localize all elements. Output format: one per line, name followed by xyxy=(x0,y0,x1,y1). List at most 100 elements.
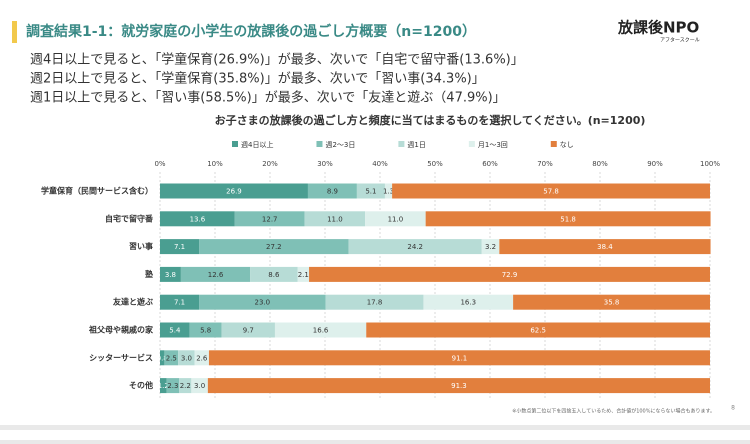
y-tick-label: 学童保育（民間サービス含む） xyxy=(41,186,153,196)
bar-segment xyxy=(179,378,192,394)
bar-segment xyxy=(366,322,710,338)
data-label: 1.3 xyxy=(383,188,394,196)
bar-segment xyxy=(325,294,424,310)
x-tick-label: 100% xyxy=(700,160,720,168)
y-tick-label: その他 xyxy=(129,380,153,390)
bar-segment xyxy=(307,183,357,199)
data-label: 5.1 xyxy=(365,188,376,196)
y-tick-label: 自宅で留守番 xyxy=(105,213,154,223)
data-label: 3.0 xyxy=(181,354,192,362)
bar-segment xyxy=(160,378,167,394)
legend-swatch xyxy=(232,141,238,147)
footnote: ※小数点第二位以下を四捨五入しているため、合計値が100%にならない場合もありま… xyxy=(512,408,715,415)
logo: 放課後NPO xyxy=(617,19,699,37)
bar-segment xyxy=(180,266,251,282)
y-tick-label: シッターサービス xyxy=(89,352,153,362)
data-label: 7.1 xyxy=(174,299,185,307)
page-number: 8 xyxy=(731,405,735,412)
data-label: 2.1 xyxy=(298,271,309,279)
data-label: 2.2 xyxy=(180,382,191,390)
data-label: 8.6 xyxy=(268,271,280,279)
bar-segment xyxy=(513,294,710,310)
legend-swatch xyxy=(468,141,475,147)
data-label: 3.2 xyxy=(485,243,496,251)
data-label: 27.2 xyxy=(266,243,282,251)
bar-segment xyxy=(208,350,710,366)
bar-segment xyxy=(160,294,200,310)
x-tick-label: 80% xyxy=(592,160,608,168)
x-tick-label: 70% xyxy=(537,160,553,168)
bar-segment xyxy=(304,211,366,227)
bar-segment xyxy=(199,239,349,255)
legend-swatch xyxy=(316,141,323,147)
data-label: 5.8 xyxy=(200,327,211,335)
data-label: 9.7 xyxy=(243,327,254,335)
x-tick-label: 0% xyxy=(154,160,165,168)
bar-segment xyxy=(189,322,222,338)
legend-swatch xyxy=(398,141,405,147)
y-tick-label: 習い事 xyxy=(129,241,153,251)
bar-segment xyxy=(160,322,190,338)
data-label: 7.1 xyxy=(174,243,185,251)
data-label: 12.7 xyxy=(262,215,278,223)
y-tick-label: 祖父母や親戚の家 xyxy=(88,325,154,335)
bar-segment xyxy=(250,266,298,282)
bar-segment xyxy=(309,266,710,282)
legend-swatch xyxy=(550,141,557,147)
summary-line: 週1日以上で見ると、「習い事(58.5%)」が最多、次いで「友達と遊ぶ（47.9… xyxy=(30,90,506,106)
data-label: 16.6 xyxy=(313,327,329,335)
data-label: 5.4 xyxy=(169,327,181,335)
bar-segment xyxy=(384,183,393,199)
data-label: 11.0 xyxy=(388,215,404,223)
legend-label: 週1日 xyxy=(407,140,425,149)
x-tick-label: 60% xyxy=(482,160,498,168)
data-label: 91.1 xyxy=(452,354,468,362)
header-accent xyxy=(12,21,17,43)
data-label: 1.2 xyxy=(158,382,169,390)
bar-segment xyxy=(365,211,426,227)
data-label: 38.4 xyxy=(597,243,613,251)
bar-segment xyxy=(160,183,308,199)
bar-segment xyxy=(356,183,385,199)
bar-segment xyxy=(274,322,367,338)
bar-segment xyxy=(348,239,482,255)
bar-segment xyxy=(191,378,208,394)
legend-label: 月1～3回 xyxy=(478,141,508,149)
data-label: 51.8 xyxy=(560,215,576,223)
x-tick-label: 90% xyxy=(647,160,663,168)
chart-title: お子さまの放課後の過ごし方と頻度に当てはまるものを選択してください。(n=120… xyxy=(215,113,646,127)
data-label: 2.3 xyxy=(167,382,178,390)
y-tick-label: 塾 xyxy=(145,269,153,279)
data-label: 8.9 xyxy=(327,188,338,196)
summary-line: 週4日以上で見ると、「学童保育(26.9%)」が最多、次いで「自宅で留守番(13… xyxy=(30,52,524,68)
bar-segment xyxy=(160,211,235,227)
data-label: 2.5 xyxy=(166,354,177,362)
legend-label: なし xyxy=(560,141,574,149)
data-label: 24.2 xyxy=(407,243,423,251)
data-label: 3.8 xyxy=(165,271,176,279)
bar-segment xyxy=(499,239,711,255)
next-slide xyxy=(0,430,750,440)
data-label: 13.6 xyxy=(190,215,206,223)
legend-label: 週4日以上 xyxy=(241,140,273,149)
bar-segment xyxy=(234,211,305,227)
data-label: 2.6 xyxy=(196,354,208,362)
data-label: 35.8 xyxy=(604,299,620,307)
legend-label: 週2～3日 xyxy=(325,140,355,149)
y-tick-label: 友達と遊ぶ xyxy=(112,297,153,307)
bar-segment xyxy=(221,322,275,338)
data-label: 26.9 xyxy=(226,188,242,196)
bar-segment xyxy=(423,294,514,310)
bar-segment xyxy=(392,183,710,199)
bar-segment xyxy=(297,266,310,282)
data-label: 57.8 xyxy=(543,188,559,196)
bar-segment xyxy=(207,378,710,394)
bar-segment xyxy=(164,350,179,366)
bar-segment xyxy=(160,239,200,255)
x-tick-label: 30% xyxy=(317,160,333,168)
x-tick-label: 50% xyxy=(427,160,443,168)
bar-segment xyxy=(425,211,711,227)
bar-segment xyxy=(160,350,165,366)
data-label: 11.0 xyxy=(327,215,343,223)
